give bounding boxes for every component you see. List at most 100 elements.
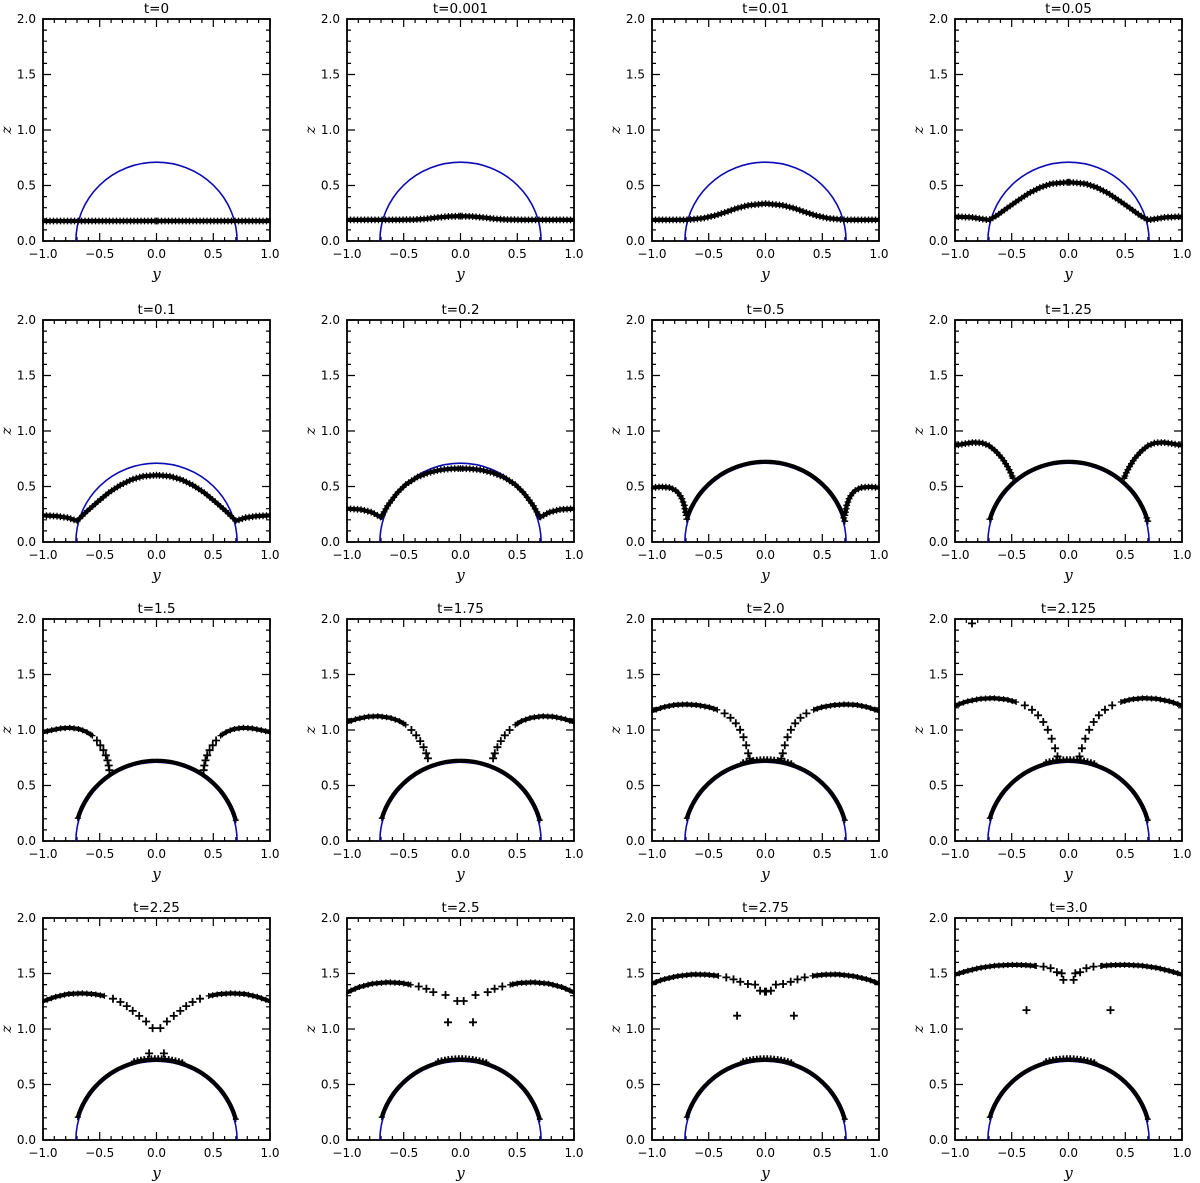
y-tick-label: 0.0 <box>321 1133 340 1147</box>
x-tick-label: 0.5 <box>508 847 527 861</box>
y-tick-label: 0.0 <box>626 834 645 848</box>
plot-frame <box>954 917 1183 1141</box>
x-tick-label: 1.0 <box>869 847 888 861</box>
x-axis-label: y <box>455 1164 465 1182</box>
panel-cell-t-0.001: t=0.001 0.0 0.5 1.0 1.5 2.0 −1.0 −0.5 0.0 0.5 1.0 y… <box>300 0 600 295</box>
panel-title: t=2.125 <box>1041 601 1096 617</box>
interface-sparse-plus-markers <box>722 973 809 1066</box>
obstacle-semicircle <box>684 161 847 242</box>
x-tick-label: 0.5 <box>1116 1146 1135 1160</box>
y-tick-label: 1.0 <box>17 723 36 737</box>
x-axis-label: y <box>151 1164 161 1182</box>
interface-sparse-plus-markers <box>407 726 514 763</box>
panel-title: t=3.0 <box>1049 900 1087 916</box>
y-tick-label: 1.0 <box>626 723 645 737</box>
interface-band <box>954 180 1183 223</box>
plot-panel-t-0.001: t=0.001 0.0 0.5 1.0 1.5 2.0 −1.0 −0.5 0.0 0.5 1.0 y… <box>303 1 584 283</box>
x-tick-label: 0.5 <box>813 247 832 261</box>
x-tick-label: −1.0 <box>637 1146 666 1160</box>
axis-ticks <box>954 319 1183 543</box>
y-axis-label: z <box>608 126 624 135</box>
y-tick-label: 0.5 <box>17 779 36 793</box>
interface-band <box>346 980 575 1120</box>
plot-frame <box>651 319 880 543</box>
x-tick-label: 0.5 <box>204 847 223 861</box>
x-tick-label: 0.5 <box>204 247 223 261</box>
y-tick-label: 0.0 <box>929 535 948 549</box>
x-tick-label: −1.0 <box>940 847 969 861</box>
x-tick-label: −0.5 <box>694 548 723 562</box>
y-tick-label: 2.0 <box>17 313 36 327</box>
plot-panel-t-0: t=0 0.0 0.5 1.0 1.5 2.0 −1.0 −0.5 0.0 0.5 1.0 y z <box>0 1 280 283</box>
y-tick-label: 2.0 <box>929 911 948 925</box>
y-tick-label: 0.5 <box>929 179 948 193</box>
axis-ticks <box>954 618 1183 842</box>
x-tick-label: 0.5 <box>813 1146 832 1160</box>
interface-band <box>954 962 1183 1120</box>
x-tick-label: −0.5 <box>997 847 1026 861</box>
panel-cell-t-0.01: t=0.01 0.0 0.5 1.0 1.5 2.0 −1.0 −0.5 0.0 0.5 1.0 y z <box>600 0 900 295</box>
y-tick-label: 0.0 <box>321 535 340 549</box>
x-tick-label: −1.0 <box>332 548 361 562</box>
axis-ticks <box>346 319 575 543</box>
panel-title: t=0.2 <box>441 302 479 318</box>
x-axis-label: y <box>455 865 465 883</box>
plot-frame <box>651 18 880 242</box>
x-tick-label: 0.0 <box>147 548 166 562</box>
obstacle-semicircle <box>379 1060 542 1141</box>
y-tick-label: 1.5 <box>321 668 340 682</box>
panel-cell-t-0.2: t=0.2 0.0 0.5 1.0 1.5 2.0 −1.0 −0.5 0.0 0.5 1.0 y z <box>300 295 600 590</box>
y-tick-label: 0.5 <box>321 480 340 494</box>
x-tick-label: −0.5 <box>694 1146 723 1160</box>
y-axis-label: z <box>911 126 927 135</box>
y-tick-label: 1.0 <box>626 1022 645 1036</box>
x-axis-label: y <box>760 566 770 584</box>
obstacle-semicircle <box>75 161 238 242</box>
x-tick-label: −0.5 <box>389 247 418 261</box>
x-tick-label: 1.0 <box>869 548 888 562</box>
y-tick-label: 1.0 <box>17 1022 36 1036</box>
y-tick-label: 2.0 <box>626 12 645 26</box>
interface-band <box>42 991 271 1120</box>
panel-cell-t-0: t=0 0.0 0.5 1.0 1.5 2.0 −1.0 −0.5 0.0 0.5 1.0 y z <box>0 0 300 295</box>
axis-ticks <box>651 618 880 842</box>
x-tick-label: 1.0 <box>564 1146 583 1160</box>
x-tick-label: 1.0 <box>564 247 583 261</box>
y-axis-label: z <box>303 427 319 436</box>
y-tick-label: 1.5 <box>321 68 340 82</box>
panel-title: t=0.1 <box>137 302 175 318</box>
x-tick-label: 0.0 <box>1059 548 1078 562</box>
x-tick-label: 0.0 <box>756 548 775 562</box>
y-tick-label: 0.0 <box>17 834 36 848</box>
x-axis-label: y <box>760 265 770 283</box>
x-tick-label: −1.0 <box>940 1146 969 1160</box>
y-tick-label: 2.0 <box>17 12 36 26</box>
y-tick-label: 1.0 <box>321 123 340 137</box>
obstacle-semicircle <box>684 462 847 543</box>
y-axis-label: z <box>911 1025 927 1034</box>
x-tick-label: −0.5 <box>389 847 418 861</box>
y-tick-label: 1.0 <box>929 1022 948 1036</box>
x-axis-label: y <box>1063 1164 1073 1182</box>
x-tick-label: −0.5 <box>694 847 723 861</box>
panel-cell-t-0.05: t=0.05 0.0 0.5 1.0 1.5 2.0 −1.0 −0.5 0.0 0.5 1.0 y z <box>900 0 1200 295</box>
axis-ticks <box>42 319 271 543</box>
interface-plus-markers <box>954 695 1183 824</box>
interface-band <box>954 440 1183 522</box>
x-tick-label: −1.0 <box>637 847 666 861</box>
x-tick-label: 0.0 <box>451 847 470 861</box>
interface-band <box>651 972 880 1120</box>
panel-title: t=1.75 <box>437 601 484 617</box>
plot-panel-t-3.0: t=3.0 0.0 0.5 1.0 1.5 2.0 −1.0 −0.5 0.0 0.5 1.0 y z <box>911 900 1192 1182</box>
plot-panel-t-0.05: t=0.05 0.0 0.5 1.0 1.5 2.0 −1.0 −0.5 0.0 0.5 1.0 y z <box>911 1 1192 283</box>
x-tick-label: −1.0 <box>28 247 57 261</box>
y-axis-label: z <box>303 126 319 135</box>
x-tick-label: 1.0 <box>869 247 888 261</box>
y-tick-label: 0.5 <box>321 1078 340 1092</box>
plot-frame <box>346 319 575 543</box>
x-tick-label: 0.0 <box>756 1146 775 1160</box>
panel-title: t=2.75 <box>742 900 789 916</box>
plot-panel-t-0.5: t=0.5 0.0 0.5 1.0 1.5 2.0 −1.0 −0.5 0.0 0.5 1.0 y z <box>608 302 889 584</box>
x-tick-label: 0.5 <box>1116 847 1135 861</box>
